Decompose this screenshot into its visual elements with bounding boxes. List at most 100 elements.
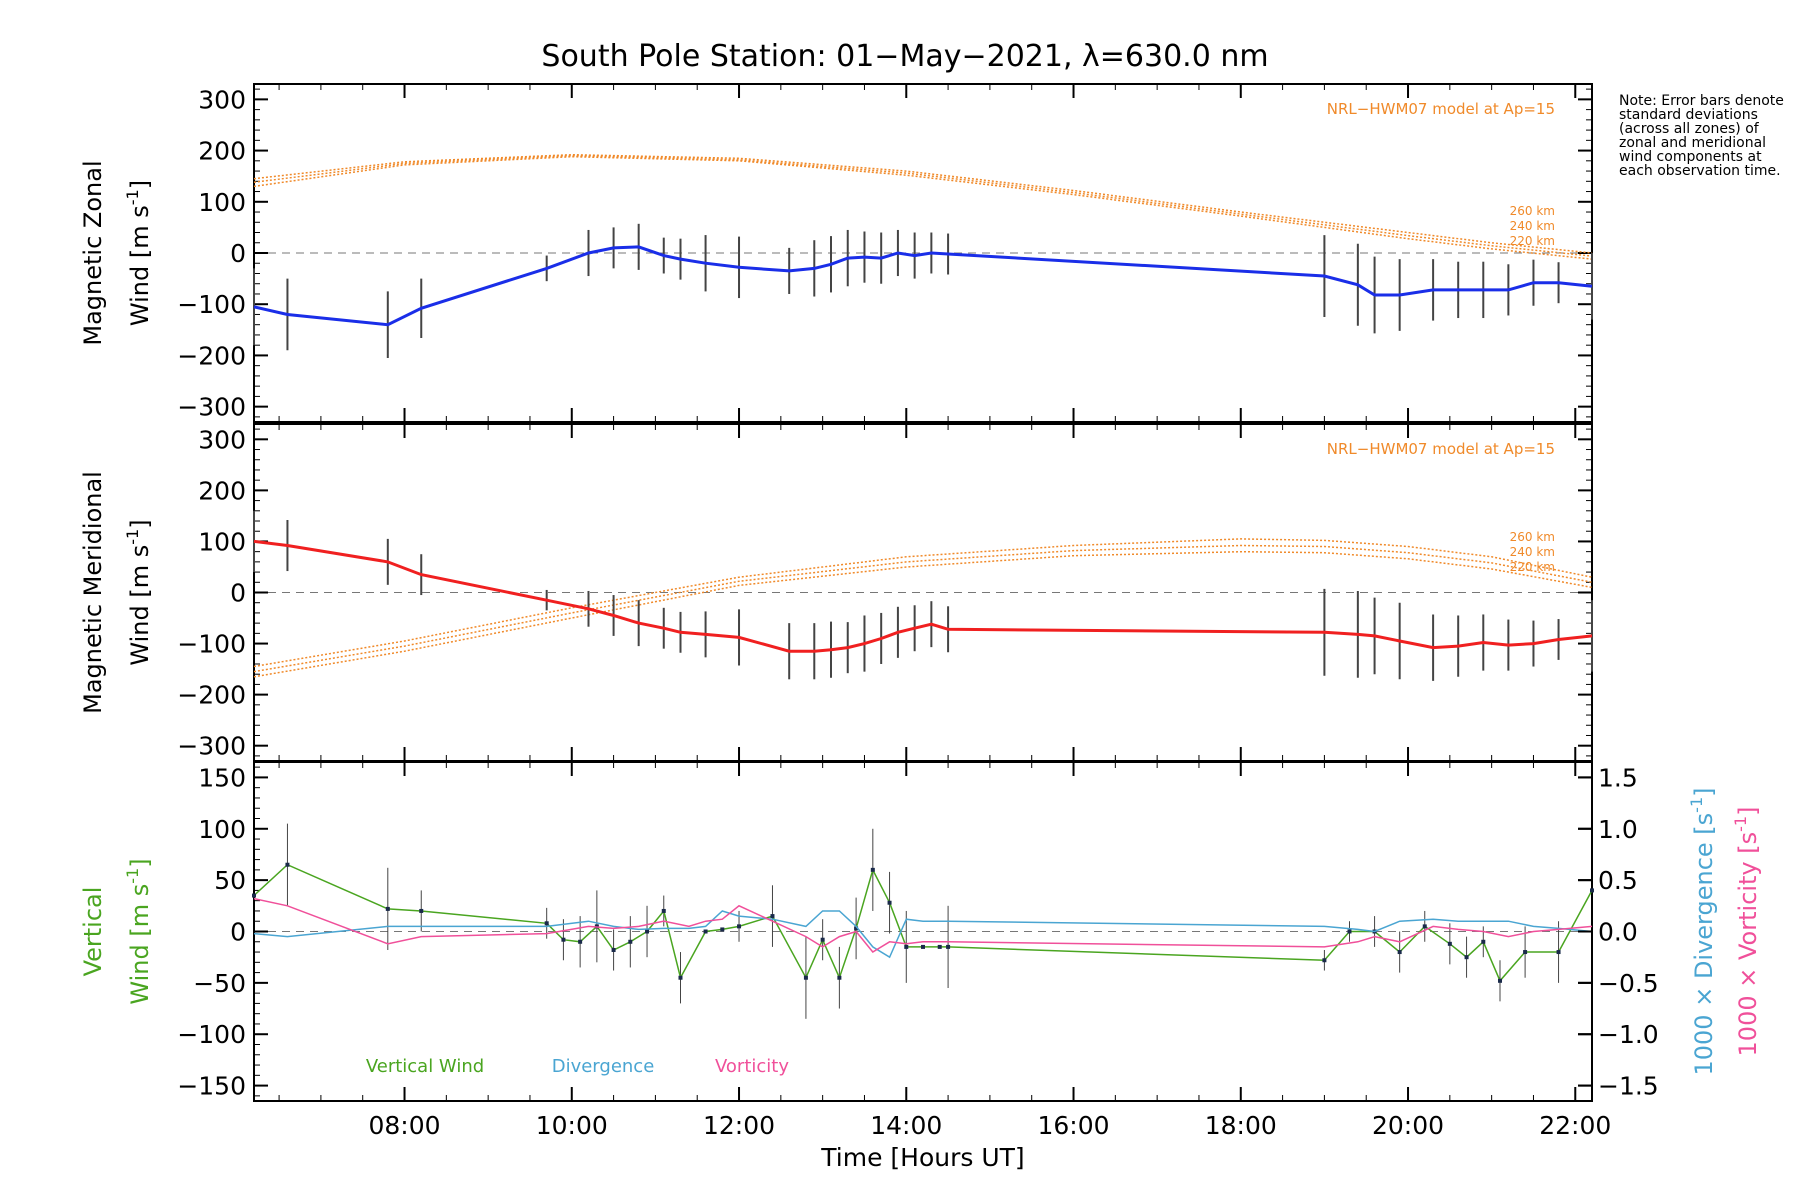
data-point (1447, 941, 1452, 946)
y-tick-label: 100 (198, 527, 246, 556)
x-tick-label: 10:00 (536, 1111, 608, 1140)
y2-tick-label: −1.5 (1598, 1072, 1659, 1101)
data-point (252, 893, 256, 898)
model-curve-260km (253, 538, 1593, 668)
data-point (1523, 950, 1528, 955)
model-label: NRL−HWM07 model at Ap=15 (1327, 440, 1555, 458)
data-point (611, 947, 616, 952)
y-tick-label: 0 (230, 239, 246, 268)
y-tick-label: 200 (198, 137, 246, 166)
model-curve-260km (253, 153, 1593, 254)
x-tick-label: 20:00 (1372, 1111, 1444, 1140)
x-tick-label: 08:00 (369, 1111, 441, 1140)
data-point (1481, 939, 1486, 944)
data-point (937, 944, 942, 949)
data-point (661, 908, 666, 913)
data-point (1464, 955, 1469, 960)
series-line-divergence (253, 910, 1593, 959)
y-tick-label: 200 (198, 476, 246, 505)
y2-tick-label: 0.0 (1598, 918, 1638, 947)
y-axis-label-line1: Magnetic Zonal (79, 160, 107, 345)
y-tick-label: 100 (198, 815, 246, 844)
y-tick-label: −300 (177, 732, 246, 761)
data-point (1556, 950, 1561, 955)
y2-tick-label: 1.0 (1598, 815, 1638, 844)
y-tick-label: −300 (177, 393, 246, 422)
y-axis-label-line2: Wind [m s-1] (123, 180, 154, 326)
y2-axis-label-vorticity: 1000 × Vorticity [s-1] (1731, 807, 1762, 1057)
y2-tick-label: −0.5 (1598, 969, 1659, 998)
legend-item: Divergence (552, 1056, 655, 1077)
y-tick-label: −150 (177, 1072, 246, 1101)
x-tick-label: 22:00 (1539, 1111, 1611, 1140)
vertical-panel: 150 100 50 0 −50 −100 −150 Vertical Wind [m s-1]… (79, 761, 1762, 1172)
y2-tick-label: 1.5 (1598, 763, 1638, 792)
x-tick-label: 14:00 (870, 1111, 942, 1140)
data-point (544, 921, 549, 926)
series-line-vorticity (253, 897, 1593, 953)
model-height-label: 240 km (1510, 219, 1555, 233)
data-point (921, 944, 925, 949)
x-axis-label: Time [Hours UT] (820, 1143, 1024, 1172)
data-point (1322, 958, 1327, 963)
y-tick-label: 100 (198, 188, 246, 217)
data-point (385, 906, 390, 911)
data-point (285, 862, 290, 867)
data-point (1347, 929, 1352, 934)
y-tick-label: 300 (198, 425, 246, 454)
model-curve-240km (253, 154, 1593, 257)
data-point (803, 975, 808, 980)
data-point (946, 944, 951, 949)
series-line-zonal-wind (253, 245, 1593, 327)
model-height-label: 260 km (1510, 530, 1555, 544)
model-curve-220km (253, 550, 1593, 678)
data-point (1498, 978, 1503, 983)
x-tick-label: 16:00 (1038, 1111, 1110, 1140)
y2-axis-label-divergence: 1000 × Divergence [s-1] (1687, 787, 1718, 1075)
model-height-label: 240 km (1510, 545, 1555, 559)
data-point (1422, 924, 1427, 929)
y-tick-label: −100 (177, 290, 246, 319)
model-curve-240km (253, 544, 1593, 673)
data-point (720, 927, 725, 932)
error-bar-note: Note: Error bars denote standard deviati… (1619, 93, 1784, 179)
data-point (678, 975, 683, 980)
y-tick-label: −100 (177, 630, 246, 659)
data-point (419, 908, 424, 913)
model-label: NRL−HWM07 model at Ap=15 (1327, 100, 1555, 118)
data-point (578, 939, 583, 944)
y-tick-label: −100 (177, 1020, 246, 1049)
data-point (837, 975, 842, 980)
data-point (703, 929, 708, 934)
x-tick-label: 12:00 (703, 1111, 775, 1140)
model-height-label: 220 km (1510, 560, 1555, 574)
data-point (870, 867, 875, 872)
y-tick-label: −200 (177, 681, 246, 710)
y2-tick-label: 0.5 (1598, 866, 1638, 895)
data-point (820, 937, 825, 942)
y-axis-label-line1: Magnetic Meridional (79, 471, 107, 714)
data-point (1397, 950, 1402, 955)
series-line-vertical-wind (253, 863, 1593, 983)
y-tick-label: 50 (214, 866, 246, 895)
y-tick-label: 150 (198, 763, 246, 792)
data-point (1590, 888, 1594, 893)
legend-item: Vorticity (715, 1056, 789, 1077)
data-point (854, 926, 859, 931)
y-tick-label: 300 (198, 85, 246, 114)
y-tick-label: −50 (193, 969, 246, 998)
data-point (904, 944, 909, 949)
y2-tick-label: −1.0 (1598, 1020, 1659, 1049)
data-point (770, 914, 775, 919)
y-axis-label-line2: Wind [m s-1] (123, 858, 154, 1004)
y-axis-label-line2: Wind [m s-1] (123, 519, 154, 665)
model-height-label: 260 km (1510, 204, 1555, 218)
legend-item: Vertical Wind (366, 1056, 484, 1077)
chart-title: South Pole Station: 01−May−2021, λ=630.0… (541, 39, 1268, 74)
data-point (887, 900, 892, 905)
y-axis-label-line1: Vertical (79, 887, 107, 977)
data-point (737, 924, 742, 929)
y-tick-label: 0 (230, 579, 246, 608)
data-point (628, 939, 633, 944)
